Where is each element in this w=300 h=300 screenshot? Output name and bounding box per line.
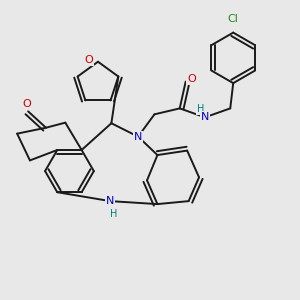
Text: Cl: Cl: [228, 14, 239, 24]
Text: N: N: [201, 112, 209, 122]
Text: O: O: [84, 55, 93, 65]
Text: H: H: [197, 104, 204, 114]
Text: O: O: [187, 74, 196, 84]
Text: N: N: [106, 196, 115, 206]
Text: O: O: [22, 99, 31, 109]
Text: H: H: [110, 208, 117, 219]
Text: N: N: [134, 132, 142, 142]
